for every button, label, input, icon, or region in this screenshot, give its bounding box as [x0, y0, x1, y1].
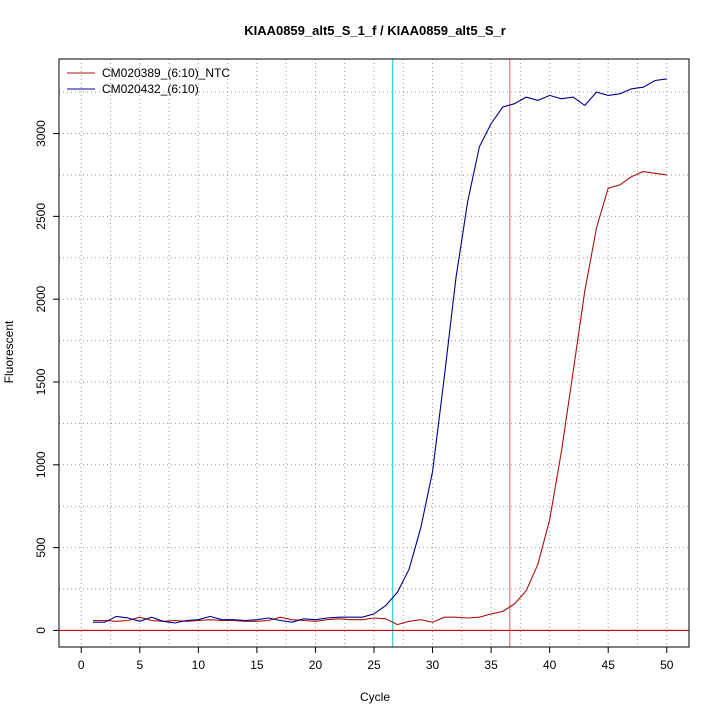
x-axis: 0 5 10 15 20 25 30 35 40 45 50 [78, 646, 674, 672]
x-tick-label: 20 [309, 658, 323, 672]
x-tick-label: 30 [426, 658, 440, 672]
x-tick-label: 5 [136, 658, 143, 672]
x-axis-label: Cycle [360, 690, 390, 704]
series-lines [93, 78, 667, 626]
series-line-1 [93, 171, 667, 626]
x-tick-label: 40 [543, 658, 557, 672]
y-tick-label: 0 [34, 627, 48, 634]
x-tick-label: 10 [192, 658, 206, 672]
series-line-2 [93, 78, 667, 624]
x-tick-label: 50 [660, 658, 674, 672]
y-tick-label: 3000 [34, 120, 48, 147]
chart-title: KIAA0859_alt5_S_1_f / KIAA0859_alt5_S_r [244, 23, 506, 38]
legend: CM020389_(6:10)_NTC CM020432_(6:10) [67, 66, 230, 96]
x-tick-label: 15 [250, 658, 264, 672]
x-tick-label: 35 [484, 658, 498, 672]
y-axis-label: Fluorescent [2, 320, 16, 383]
y-tick-label: 1000 [34, 451, 48, 478]
grid [59, 59, 689, 647]
legend-entry: CM020432_(6:10) [102, 82, 199, 96]
x-tick-label: 25 [367, 658, 381, 672]
y-tick-label: 2500 [34, 203, 48, 230]
cycle-threshold-lines [392, 59, 511, 647]
y-tick-label: 2000 [34, 285, 48, 312]
legend-entry: CM020389_(6:10)_NTC [102, 66, 230, 80]
y-tick-label: 1500 [34, 368, 48, 395]
y-tick-label: 500 [34, 537, 48, 557]
x-tick-label: 45 [602, 658, 616, 672]
x-tick-label: 0 [78, 658, 85, 672]
y-axis: 0 500 1000 1500 2000 2500 3000 [34, 120, 60, 634]
